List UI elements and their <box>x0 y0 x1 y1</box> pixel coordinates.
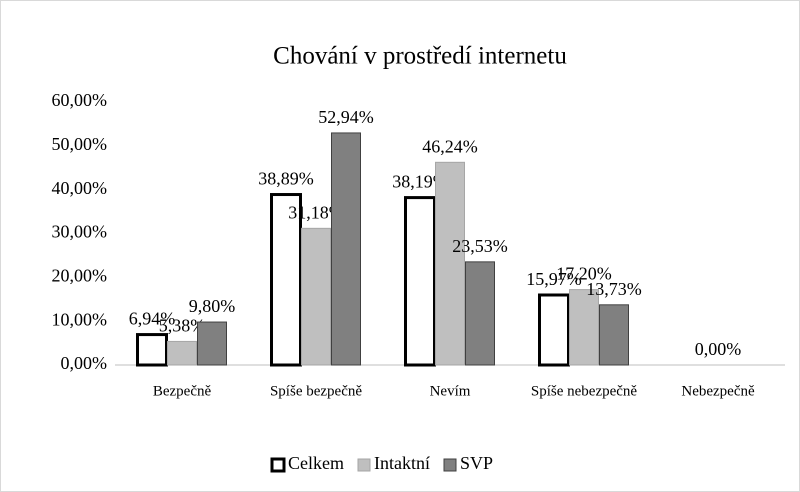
y-tick-label: 20,00% <box>52 265 108 285</box>
x-tick-label: Nebezpečně <box>681 383 755 399</box>
y-tick-label: 30,00% <box>52 222 108 242</box>
y-tick-label: 50,00% <box>52 134 108 154</box>
bar <box>599 304 629 366</box>
bar <box>538 293 570 367</box>
value-label: 13,73% <box>586 279 642 299</box>
value-label: 46,24% <box>422 136 478 156</box>
bar <box>270 193 302 367</box>
y-tick-label: 60,00% <box>52 90 108 110</box>
value-label: 15,97% <box>526 269 582 289</box>
legend-label: SVP <box>460 453 493 473</box>
bar <box>136 333 168 367</box>
bar <box>167 340 197 366</box>
value-label: 38,19% <box>392 172 448 192</box>
legend-swatch <box>270 457 286 473</box>
legend-swatch <box>357 458 371 472</box>
bar <box>331 132 361 366</box>
value-label: 38,89% <box>258 169 314 189</box>
x-tick-label: Bezpečně <box>153 383 212 399</box>
bar <box>197 321 227 366</box>
bar <box>569 289 599 366</box>
value-label: 52,94% <box>318 107 374 127</box>
legend-label: Celkem <box>288 453 344 473</box>
bar <box>435 161 465 366</box>
x-tick-label: Spíše nebezpečně <box>531 383 638 399</box>
value-label: 31,18% <box>288 202 344 222</box>
x-tick-label: Spíše bezpečně <box>270 383 362 399</box>
y-tick-label: 0,00% <box>61 353 108 373</box>
value-label: 0,00% <box>695 339 742 359</box>
bar <box>404 196 436 367</box>
chart-title: Chování v prostředí internetu <box>273 43 567 70</box>
value-label: 9,80% <box>189 296 236 316</box>
value-label: 17,20% <box>556 264 612 284</box>
legend-swatch <box>443 458 457 472</box>
bar <box>301 227 331 366</box>
x-tick-label: Nevím <box>430 383 471 399</box>
value-label: 23,53% <box>452 236 508 256</box>
y-tick-label: 40,00% <box>52 178 108 198</box>
value-label: 6,94% <box>129 309 176 329</box>
value-label: 5,38% <box>159 316 206 336</box>
y-tick-label: 10,00% <box>52 309 108 329</box>
bar <box>465 261 495 366</box>
legend-label: Intaktní <box>374 453 430 473</box>
